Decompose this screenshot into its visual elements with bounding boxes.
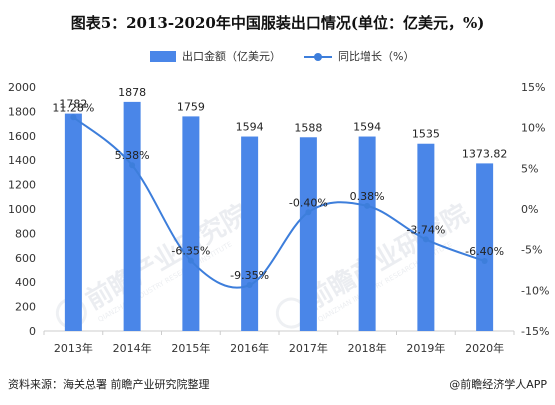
x-tick-label: 2016年 xyxy=(230,341,269,355)
legend-label-growth: 同比增长（%） xyxy=(338,50,415,63)
bar-value-label: 1373.82 xyxy=(462,147,508,160)
y-right-tick-label: -15% xyxy=(521,325,549,338)
y-right-tick-label: 0% xyxy=(521,203,538,216)
growth-point xyxy=(305,209,312,216)
growth-value-label: -0.40% xyxy=(289,196,328,209)
brand-credit: @前瞻经济学人APP xyxy=(449,378,547,391)
growth-value-label: 0.38% xyxy=(350,190,385,203)
bar-value-label: 1759 xyxy=(177,100,205,113)
line-series xyxy=(70,114,488,289)
x-tick-label: 2020年 xyxy=(465,341,504,355)
source-note: 资料来源：海关总署 前瞻产业研究院整理 xyxy=(8,378,210,391)
y-right-tick-label: -5% xyxy=(521,244,542,257)
bar-value-label: 1878 xyxy=(118,86,146,99)
y-left-tick-label: 1200 xyxy=(8,179,36,192)
data-labels: 1782 1878 1759 1594 1588 1594 1535 1373.82 11.28… xyxy=(52,86,507,282)
bar xyxy=(123,101,141,331)
bar xyxy=(358,136,376,331)
y-right-tick-label: 5% xyxy=(521,162,538,175)
growth-point xyxy=(481,258,488,265)
x-tick-label: 2017年 xyxy=(289,341,328,355)
growth-value-label: 5.38% xyxy=(115,149,150,162)
legend-line-swatch xyxy=(304,51,332,62)
bar-value-label: 1594 xyxy=(236,121,264,134)
bar xyxy=(476,163,494,331)
bar-value-label: 1588 xyxy=(294,121,322,134)
bar-value-label: 1782 xyxy=(59,98,87,111)
growth-point xyxy=(364,202,371,209)
growth-point xyxy=(129,162,136,169)
x-tick-label: 2019年 xyxy=(406,341,445,355)
x-tick-label: 2014年 xyxy=(113,341,152,355)
legend-item-export: 出口金额（亿美元） xyxy=(150,48,281,64)
growth-value-label: -3.74% xyxy=(406,223,445,236)
y-left-tick-label: 600 xyxy=(15,252,36,265)
growth-point xyxy=(246,282,253,289)
growth-value-label: -6.35% xyxy=(171,245,210,258)
growth-value-label: 11.28% xyxy=(52,101,94,114)
y-right-tick-label: 10% xyxy=(521,122,545,135)
bar xyxy=(241,136,259,331)
growth-line xyxy=(72,116,485,289)
x-tick-label: 2018年 xyxy=(348,341,387,355)
bar xyxy=(182,116,200,331)
watermark-text: 前瞻产业研究院 xyxy=(81,198,254,316)
legend-bar-swatch xyxy=(150,50,176,62)
bar xyxy=(64,113,82,331)
y-left-tick-label: 400 xyxy=(15,276,36,289)
y-left-tick-label: 2000 xyxy=(8,81,36,94)
legend-label-export: 出口金额（亿美元） xyxy=(182,50,281,63)
growth-point xyxy=(187,257,194,264)
y-left-tick-label: 1800 xyxy=(8,105,36,118)
y-left-tick-label: 0 xyxy=(29,325,36,338)
growth-value-label: -6.40% xyxy=(465,245,504,258)
bar xyxy=(299,137,317,331)
growth-point xyxy=(422,236,429,243)
y-left-tick-label: 200 xyxy=(15,301,36,314)
x-tick-label: 2015年 xyxy=(171,341,210,355)
bar-value-label: 1535 xyxy=(412,128,440,141)
y-left-tick-label: 1000 xyxy=(8,203,36,216)
bar-value-label: 1594 xyxy=(353,121,381,134)
y-left-tick-label: 1600 xyxy=(8,130,36,143)
y-right-tick-label: 15% xyxy=(521,81,545,94)
axes: 0 200 400 600 800 1000 1200 1400 1600 1800 2000 -15… xyxy=(8,81,549,355)
chart-legend: 出口金额（亿美元） 同比增长（%） xyxy=(0,48,555,68)
growth-point xyxy=(70,114,77,121)
legend-item-growth: 同比增长（%） xyxy=(304,48,414,64)
y-left-tick-label: 800 xyxy=(15,227,36,240)
y-left-tick-label: 1400 xyxy=(8,154,36,167)
y-right-tick-label: -10% xyxy=(521,284,549,297)
chart-title: 图表5：2013-2020年中国服装出口情况(单位：亿美元，%) xyxy=(70,14,485,32)
growth-value-label: -9.35% xyxy=(230,269,269,282)
x-tick-label: 2013年 xyxy=(54,341,93,355)
